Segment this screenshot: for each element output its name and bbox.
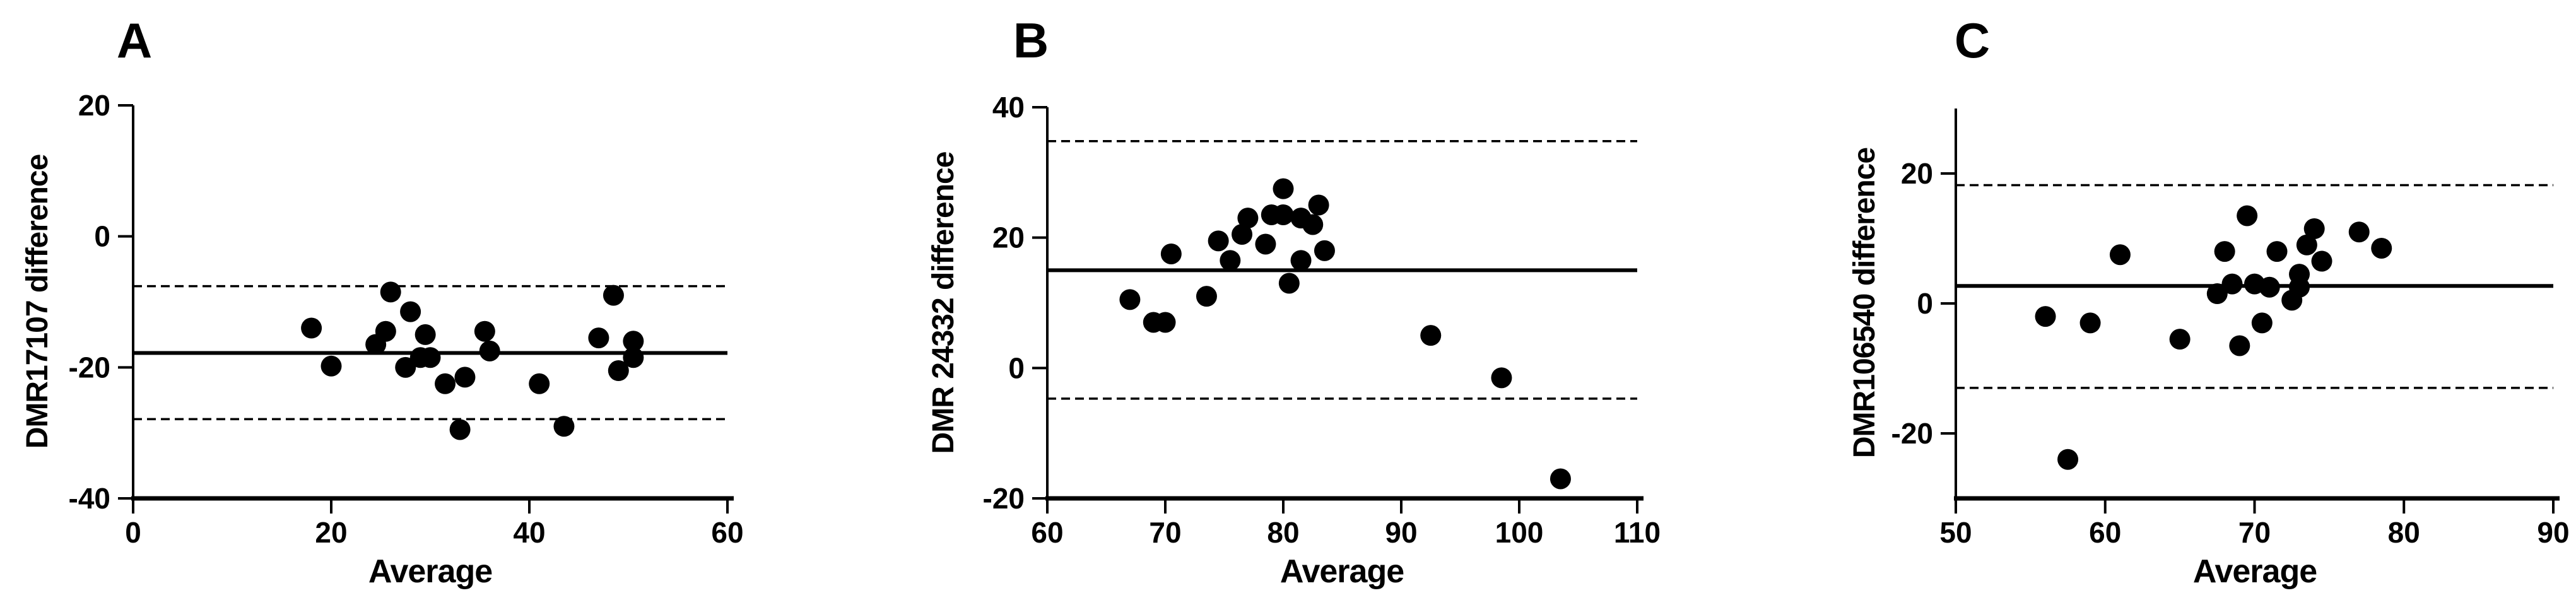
- y-tick-label: 20: [992, 221, 1025, 254]
- data-point: [588, 327, 609, 349]
- data-point: [395, 356, 416, 378]
- panel-a-x-axis-title: Average: [368, 553, 493, 590]
- data-point: [553, 416, 575, 437]
- data-point: [400, 301, 421, 322]
- data-point: [2221, 273, 2243, 295]
- data-point: [1314, 240, 1335, 261]
- x-tick-label: 50: [1939, 516, 1972, 549]
- panel-c-x-axis-title: Average: [2192, 553, 2317, 590]
- panel-a-letter: A: [116, 13, 153, 68]
- y-tick-label: -20: [69, 351, 110, 384]
- data-point: [1290, 250, 1312, 271]
- x-tick-label: 70: [2238, 516, 2271, 549]
- data-point: [1220, 250, 1241, 271]
- data-point: [474, 320, 495, 342]
- panel-a-plot: 20 0 -20 -40 0 20 40 60: [69, 89, 744, 549]
- data-point: [1550, 468, 1571, 490]
- data-point: [449, 419, 471, 440]
- data-point: [623, 331, 644, 352]
- data-point: [1160, 244, 1182, 264]
- y-tick-label: -20: [1891, 417, 1933, 450]
- y-tick-label: 20: [78, 89, 110, 122]
- data-point: [1302, 214, 1324, 235]
- data-point: [623, 347, 644, 368]
- panel-b-letter: B: [1013, 13, 1049, 68]
- data-point: [2214, 241, 2235, 262]
- y-tick-label: -40: [69, 482, 110, 515]
- data-point: [2229, 335, 2250, 356]
- data-point: [435, 373, 456, 394]
- data-point: [529, 373, 550, 394]
- data-point: [1308, 194, 1329, 216]
- data-point: [2296, 234, 2317, 256]
- x-tick-label: 110: [1614, 516, 1661, 549]
- panel-b-x-axis-title: Average: [1279, 553, 1404, 590]
- data-point: [1273, 178, 1294, 199]
- x-tick-label: 70: [1149, 516, 1181, 549]
- data-point: [2109, 244, 2131, 266]
- y-tick-label: -20: [983, 482, 1025, 515]
- data-point: [321, 355, 342, 377]
- data-point: [1420, 325, 1442, 346]
- data-point: [2079, 312, 2101, 334]
- data-point: [2206, 283, 2228, 305]
- x-tick-label: 100: [1495, 516, 1544, 549]
- data-point: [2303, 218, 2325, 240]
- panel-a-y-axis-title: DMR17107 difference: [21, 154, 54, 449]
- data-point: [420, 347, 441, 368]
- data-point: [1196, 286, 1217, 307]
- data-point: [603, 285, 624, 306]
- data-point: [1232, 224, 1253, 245]
- data-point: [1491, 367, 1512, 389]
- data-point: [2311, 250, 2332, 272]
- data-point: [1155, 312, 1176, 333]
- data-point: [415, 324, 436, 345]
- data-point: [2259, 276, 2280, 298]
- y-tick-label: 0: [1008, 351, 1025, 384]
- data-point: [1255, 233, 1276, 255]
- data-point: [1237, 208, 1259, 229]
- y-tick-label: 0: [1917, 287, 1933, 320]
- x-tick-label: 20: [315, 516, 347, 549]
- x-tick-label: 60: [2089, 516, 2121, 549]
- data-point: [2289, 264, 2310, 285]
- data-point: [2169, 329, 2191, 350]
- data-point: [380, 281, 401, 303]
- x-tick-label: 0: [125, 516, 141, 549]
- x-tick-label: 40: [513, 516, 545, 549]
- data-point: [2371, 237, 2392, 259]
- panel-c-letter: C: [1954, 13, 1991, 68]
- panel-c-plot: 20 0 -20 50 60 70 80 90: [1891, 109, 2570, 549]
- y-tick-label: 0: [94, 220, 110, 253]
- x-tick-label: 60: [1031, 516, 1063, 549]
- data-point: [2035, 306, 2056, 327]
- x-tick-label: 90: [1385, 516, 1417, 549]
- data-point: [1278, 273, 1300, 294]
- panel-b-y-axis-title: DMR 24332 difference: [927, 151, 960, 454]
- data-point: [1208, 230, 1229, 252]
- data-point: [2237, 205, 2258, 226]
- data-point: [454, 367, 476, 388]
- data-point: [2348, 221, 2370, 243]
- x-tick-label: 80: [2388, 516, 2420, 549]
- data-point: [479, 340, 500, 361]
- x-tick-label: 60: [711, 516, 743, 549]
- data-point: [301, 317, 322, 339]
- data-point: [608, 360, 629, 382]
- x-tick-label: 80: [1267, 516, 1299, 549]
- data-point: [2266, 241, 2288, 262]
- panel-c-y-axis-title: DMR106540 difference: [1848, 147, 1881, 459]
- data-point: [2057, 449, 2079, 470]
- y-tick-label: 40: [992, 91, 1025, 124]
- x-tick-label: 90: [2537, 516, 2569, 549]
- data-point: [1119, 289, 1141, 310]
- y-tick-label: 20: [1901, 157, 1933, 190]
- data-point: [2251, 312, 2273, 334]
- data-point: [1273, 204, 1294, 225]
- data-point: [375, 320, 396, 342]
